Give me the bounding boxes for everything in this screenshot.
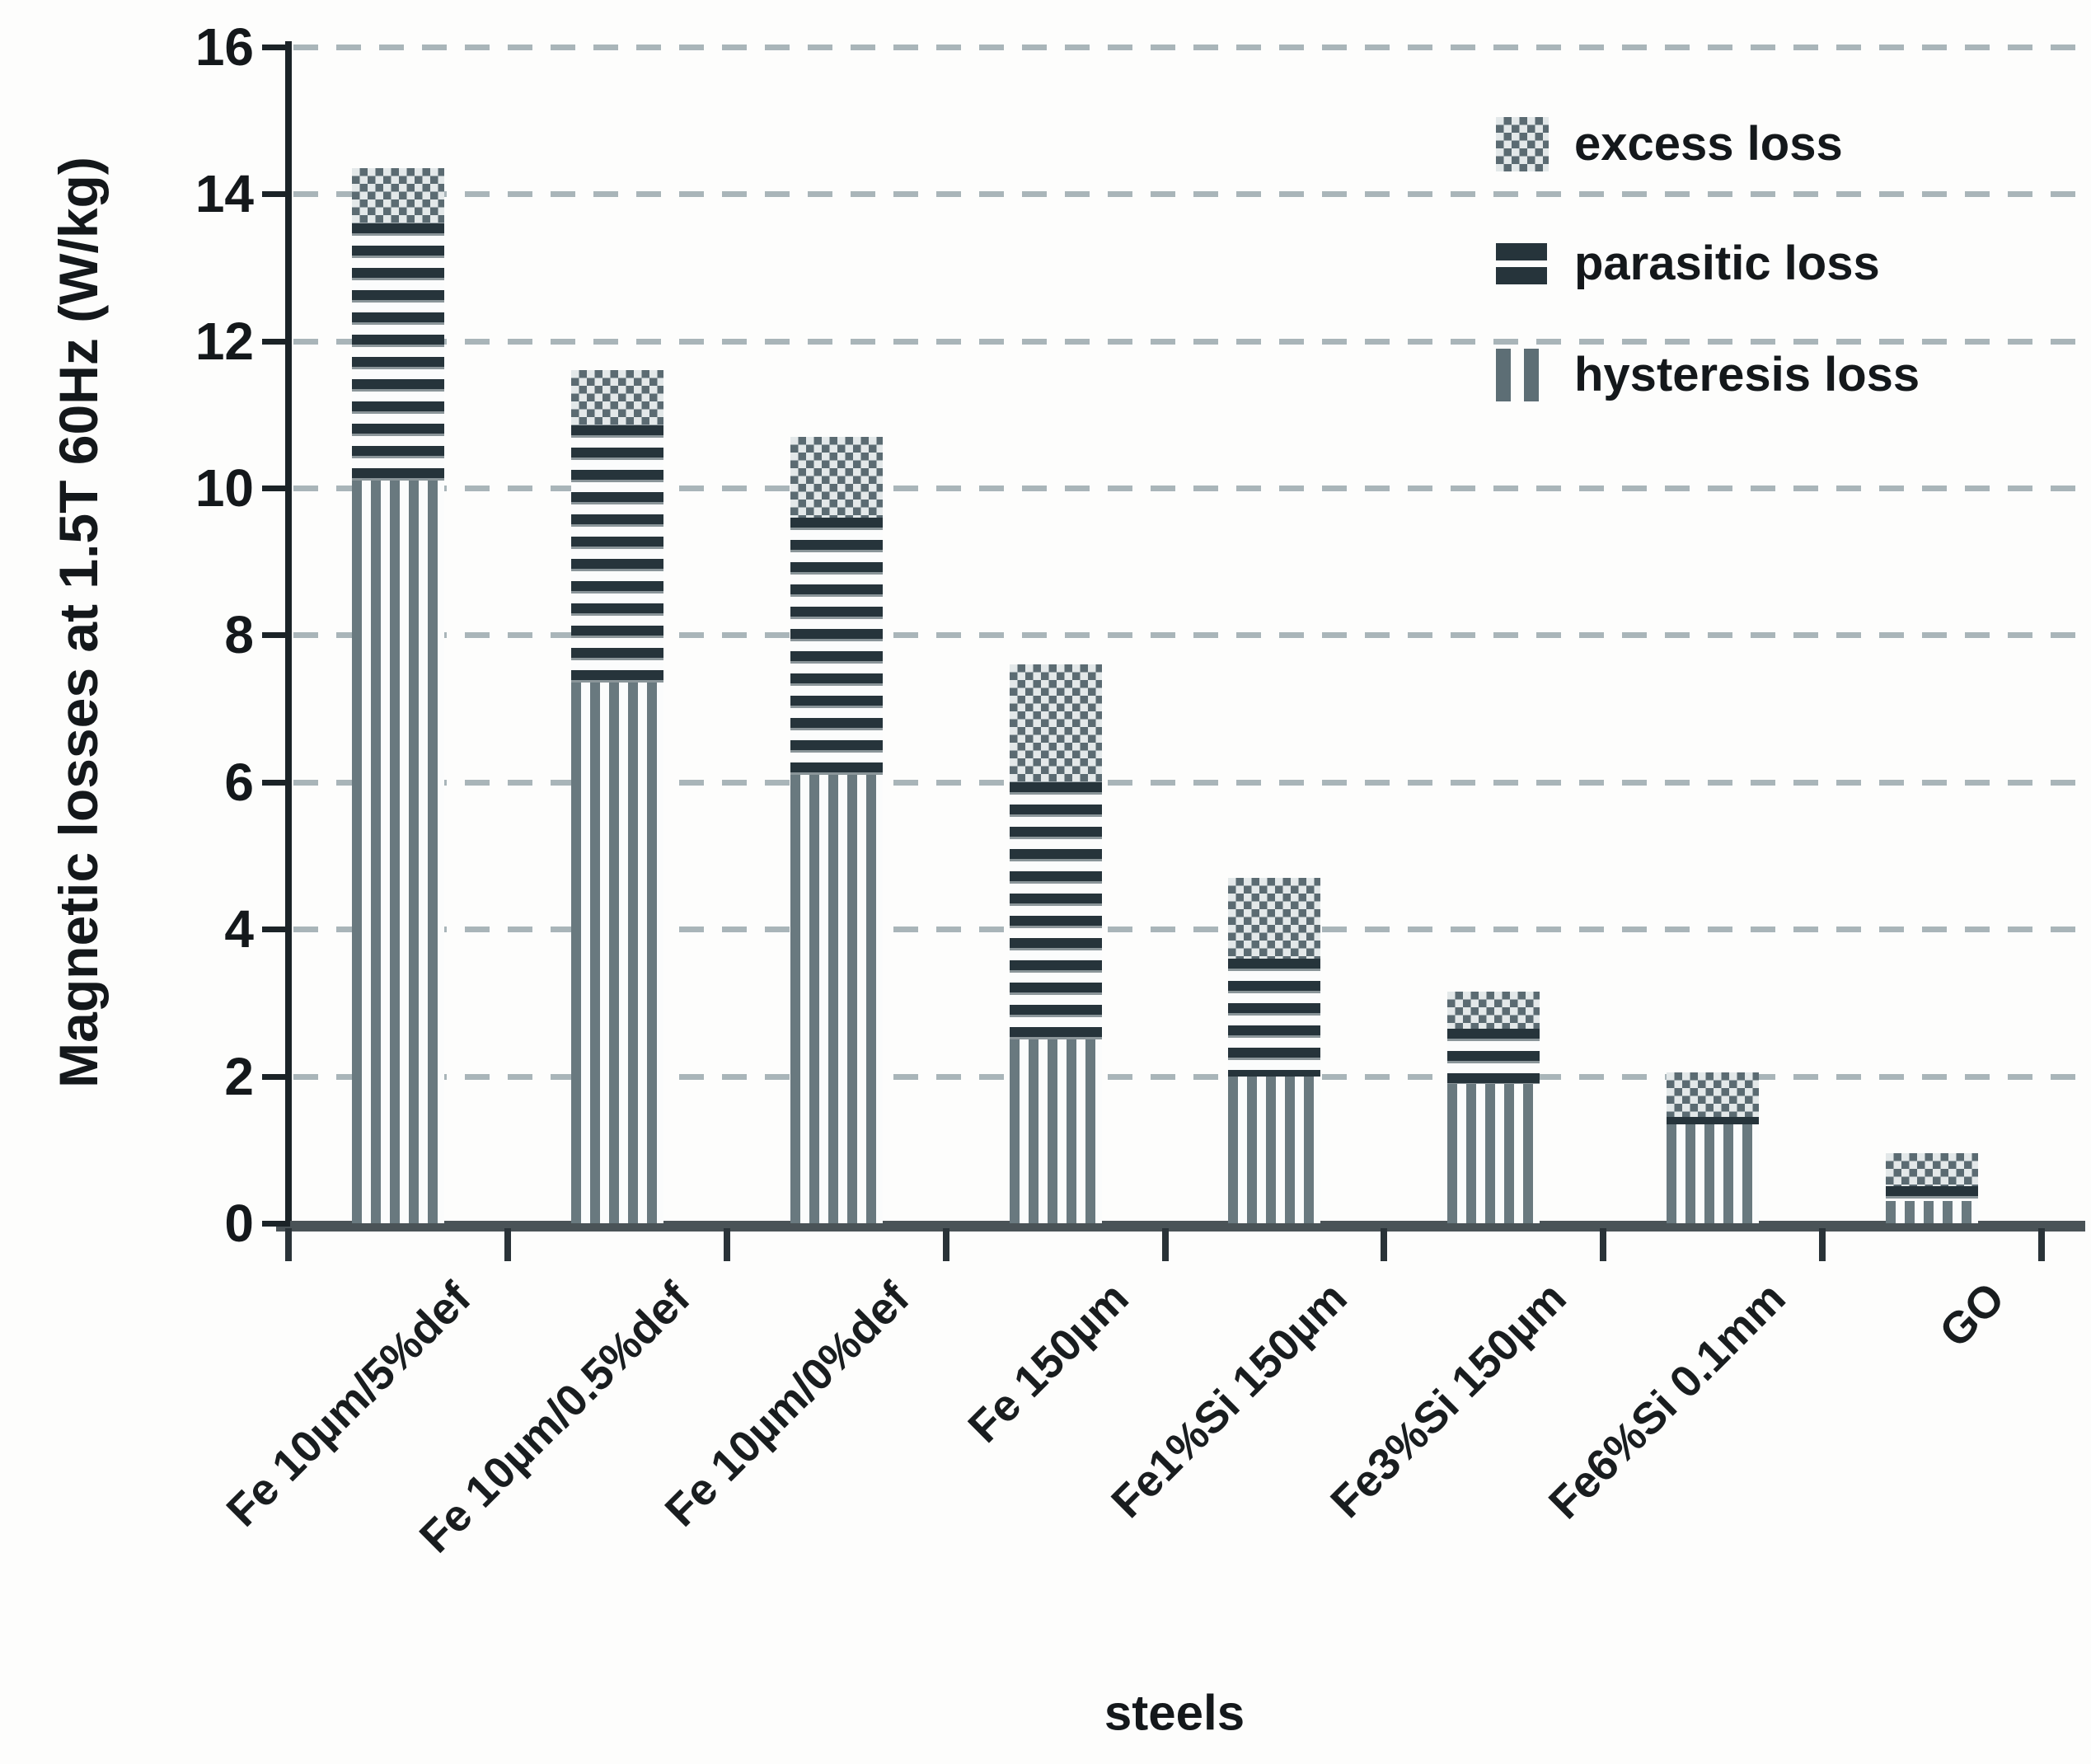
bar-segment-excess: [1886, 1153, 1979, 1187]
bar-segment-parasitic: [1667, 1116, 1760, 1124]
x-tick: [1600, 1228, 1607, 1261]
y-tick: [262, 44, 290, 50]
y-tick: [262, 779, 290, 786]
x-tick: [504, 1228, 511, 1261]
y-tick: [262, 1221, 290, 1227]
x-axis-line: [276, 1221, 2085, 1232]
gridline-y-8: [293, 632, 2087, 639]
x-tick: [942, 1228, 949, 1261]
y-tick: [262, 338, 290, 345]
bar-segment-hysteresis: [1447, 1083, 1540, 1223]
gridline-y-2: [293, 1073, 2087, 1080]
x-tick-label: Fe 10µm/0%def: [655, 1273, 919, 1536]
bar-segment-excess: [1667, 1072, 1760, 1117]
x-tick-label: GO: [1929, 1273, 2014, 1358]
y-tick: [262, 927, 290, 933]
x-tick-label: Fe3%Si 150µm: [1321, 1273, 1577, 1527]
bar-segment-hysteresis: [790, 774, 883, 1223]
bar-segment-excess: [790, 436, 883, 518]
y-tick-label: 2: [224, 1046, 254, 1106]
x-tick: [1161, 1228, 1169, 1261]
bar-segment-parasitic: [1009, 781, 1102, 1039]
bar-segment-hysteresis: [1886, 1201, 1979, 1223]
x-tick: [2038, 1228, 2045, 1261]
bar-segment-parasitic: [351, 223, 444, 481]
x-tick-label: Fe 150µm: [959, 1273, 1138, 1452]
x-tick: [723, 1228, 730, 1261]
bar-segment-hysteresis: [1667, 1124, 1760, 1223]
bar-segment-hysteresis: [351, 481, 444, 1223]
bar-segment-parasitic: [1228, 958, 1321, 1077]
x-tick: [1381, 1228, 1388, 1261]
y-tick: [262, 632, 290, 639]
y-tick-label: 14: [195, 164, 254, 224]
y-tick-label: 12: [195, 311, 254, 371]
gridline-y-10: [293, 486, 2087, 491]
y-tick-label: 10: [195, 458, 254, 518]
y-tick: [262, 1073, 290, 1080]
y-tick-label: 6: [224, 752, 254, 812]
gridline-y-16: [293, 44, 2087, 50]
y-tick-label: 8: [224, 605, 254, 665]
gridline-y-14: [293, 191, 2087, 198]
bar-segment-parasitic: [1447, 1028, 1540, 1084]
bar-segment-excess: [1009, 664, 1102, 782]
bar-segment-parasitic: [1886, 1186, 1979, 1202]
bar-segment-excess: [351, 167, 444, 223]
bar-segment-parasitic: [790, 517, 883, 775]
y-tick-label: 16: [195, 16, 254, 77]
y-tick: [262, 486, 290, 491]
x-axis-title: steels: [1104, 1685, 1245, 1741]
y-tick-label: 0: [224, 1194, 254, 1253]
bar-segment-hysteresis: [570, 683, 663, 1223]
bar-segment-parasitic: [570, 425, 663, 683]
bar-segment-excess: [1447, 992, 1540, 1029]
x-tick: [285, 1228, 292, 1261]
bar-segment-hysteresis: [1228, 1076, 1321, 1223]
x-tick-label: Fe6%Si 0.1mm: [1540, 1273, 1795, 1529]
gridline-y-4: [293, 927, 2087, 933]
bar-segment-excess: [1228, 877, 1321, 959]
x-tick-label: Fe1%Si 150µm: [1102, 1273, 1357, 1527]
x-tick: [1819, 1228, 1826, 1261]
gridline-y-12: [293, 338, 2087, 345]
bar-segment-excess: [570, 370, 663, 426]
y-tick: [262, 191, 290, 198]
y-tick-label: 4: [224, 899, 254, 959]
gridline-y-6: [293, 779, 2087, 786]
bar-segment-hysteresis: [1009, 1039, 1102, 1223]
